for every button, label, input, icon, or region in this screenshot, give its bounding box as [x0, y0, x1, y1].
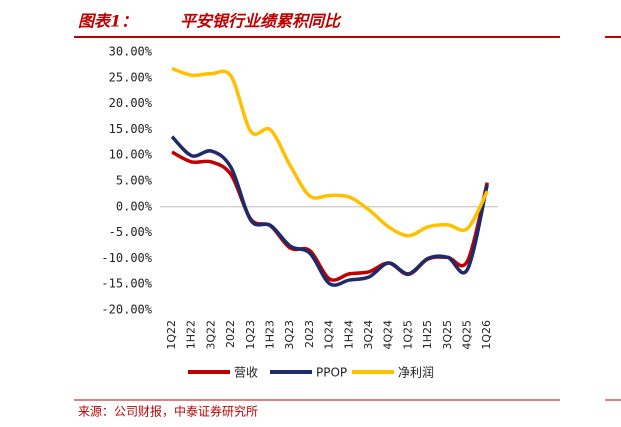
x-tick-label: 4Q24 [382, 320, 395, 350]
y-tick-label: -15.00% [101, 277, 152, 291]
x-tick-label: 3Q23 [283, 320, 296, 350]
y-tick-label: 20.00% [109, 96, 153, 110]
y-tick-label: -10.00% [101, 251, 152, 265]
y-tick-label: 10.00% [109, 148, 153, 162]
y-tick-label: 15.00% [109, 122, 153, 136]
y-tick-label: 30.00% [109, 45, 153, 59]
y-tick-label: -5.00% [109, 225, 153, 239]
x-tick-label: 1H25 [421, 320, 434, 349]
x-tick-label: 1Q22 [165, 320, 178, 350]
y-tick-label: 25.00% [109, 70, 153, 84]
x-tick-label: 1Q26 [480, 320, 493, 350]
x-tick-label: 1Q23 [244, 320, 257, 350]
y-tick-label: 5.00% [116, 174, 153, 188]
x-tick-label: 2022 [224, 320, 237, 348]
x-tick-label: 1H23 [264, 320, 277, 349]
legend-label: 净利润 [398, 366, 434, 380]
figure-label: 图表1： [78, 12, 137, 31]
x-tick-label: 2023 [303, 320, 316, 348]
series-line [171, 66, 489, 238]
x-tick-label: 3Q25 [441, 320, 454, 350]
x-tick-label: 1H22 [185, 320, 198, 349]
chart-title: 平安银行业绩累积同比 [180, 12, 342, 31]
x-tick-label: 1H24 [342, 320, 355, 349]
y-tick-label: -20.00% [101, 303, 152, 317]
source: 来源：公司财报，中泰证券研究所 [78, 404, 258, 419]
x-tick-label: 4Q25 [461, 320, 474, 350]
series-line [170, 135, 489, 287]
x-tick-label: 3Q24 [362, 320, 375, 350]
x-tick-label: 1Q24 [323, 320, 336, 350]
x-tick-label: 3Q22 [204, 320, 217, 350]
series-line [171, 150, 489, 282]
y-tick-label: 0.00% [116, 199, 153, 213]
legend-label: 营收 [234, 366, 258, 380]
x-tick-label: 1Q25 [401, 320, 414, 350]
legend-label: PPOP [316, 366, 347, 380]
